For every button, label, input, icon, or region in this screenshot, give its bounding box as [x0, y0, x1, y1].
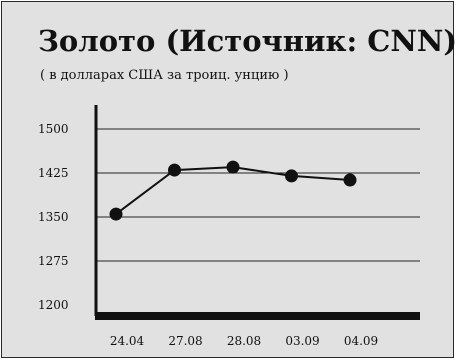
series-line-0 [115, 166, 351, 215]
x-tick-label-27.08: 27.08 [168, 334, 202, 348]
data-point-24.04 [109, 207, 123, 221]
gridlines [96, 128, 420, 262]
y-tick-label-1350: 1350 [38, 210, 69, 224]
y-tick-label-1275: 1275 [38, 254, 69, 268]
y-axis-ticks: 1200 1275 1350 1425 1500 [38, 122, 69, 312]
data-point-04.09 [343, 173, 357, 187]
x-axis-ticks: 24.04 27.08 28.08 03.09 04.09 [110, 334, 378, 348]
chart-subtitle: ( в долларах США за троиц. унцию ) [40, 68, 289, 83]
chart-title: Золото (Источник: CNN) [38, 24, 457, 58]
x-tick-label-03.09: 03.09 [285, 334, 319, 348]
y-tick-label-1500: 1500 [38, 122, 69, 136]
x-tick-label-28.08: 28.08 [227, 334, 261, 348]
x-tick-label-04.09: 04.09 [344, 334, 378, 348]
y-tick-label-1200: 1200 [38, 298, 69, 312]
series-group [109, 160, 357, 221]
y-tick-label-1425: 1425 [38, 166, 69, 180]
x-tick-label-24.04: 24.04 [110, 334, 145, 348]
data-point-28.08 [226, 160, 240, 174]
data-point-03.09 [285, 169, 298, 183]
data-point-27.08 [168, 163, 181, 177]
